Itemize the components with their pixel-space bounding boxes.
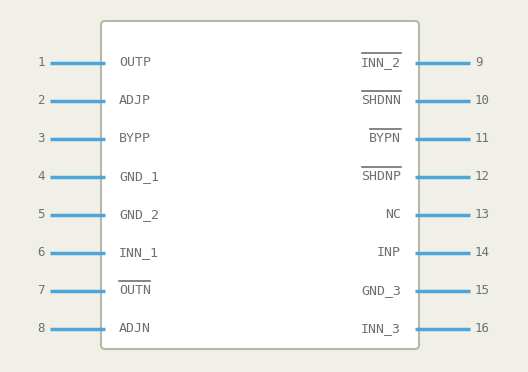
Text: OUTN: OUTN [119, 285, 151, 298]
Text: INP: INP [377, 247, 401, 260]
Text: 4: 4 [37, 170, 45, 183]
Text: ADJN: ADJN [119, 323, 151, 336]
Text: 15: 15 [475, 285, 490, 298]
Text: 11: 11 [475, 132, 490, 145]
Text: 13: 13 [475, 208, 490, 221]
Text: 1: 1 [37, 57, 45, 70]
Text: 14: 14 [475, 247, 490, 260]
Text: 10: 10 [475, 94, 490, 108]
Text: NC: NC [385, 208, 401, 221]
Text: 12: 12 [475, 170, 490, 183]
Text: OUTP: OUTP [119, 57, 151, 70]
Text: BYPP: BYPP [119, 132, 151, 145]
Text: GND_3: GND_3 [361, 285, 401, 298]
Text: INN_1: INN_1 [119, 247, 159, 260]
Text: SHDNN: SHDNN [361, 94, 401, 108]
Text: 5: 5 [37, 208, 45, 221]
Text: SHDNP: SHDNP [361, 170, 401, 183]
Text: GND_2: GND_2 [119, 208, 159, 221]
FancyBboxPatch shape [101, 21, 419, 349]
Text: 6: 6 [37, 247, 45, 260]
Text: BYPN: BYPN [369, 132, 401, 145]
Text: 7: 7 [37, 285, 45, 298]
Text: 2: 2 [37, 94, 45, 108]
Text: INN_2: INN_2 [361, 57, 401, 70]
Text: 3: 3 [37, 132, 45, 145]
Text: INN_3: INN_3 [361, 323, 401, 336]
Text: ADJP: ADJP [119, 94, 151, 108]
Text: 9: 9 [475, 57, 483, 70]
Text: 16: 16 [475, 323, 490, 336]
Text: 8: 8 [37, 323, 45, 336]
Text: GND_1: GND_1 [119, 170, 159, 183]
